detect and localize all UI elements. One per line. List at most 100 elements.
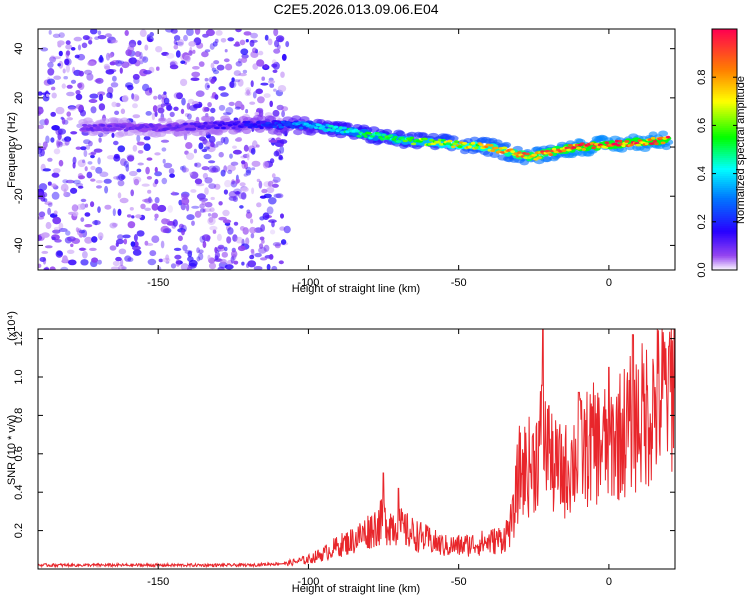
heatmap-cell	[132, 94, 140, 102]
heatmap-cell	[52, 56, 61, 60]
heatmap-cell	[250, 147, 256, 155]
heatmap-cell	[207, 254, 211, 261]
heatmap-cell	[130, 189, 134, 197]
heatmap-cell	[650, 136, 656, 140]
heatmap-cell	[251, 160, 261, 167]
heatmap-y-ticks: -40 -20 0 20 40	[13, 43, 675, 253]
heatmap-cell	[44, 201, 53, 205]
colorbar-strip	[712, 181, 737, 185]
heatmap-cell	[163, 162, 173, 169]
heatmap-cell	[115, 242, 119, 247]
heatmap-cell	[117, 60, 125, 64]
heatmap-cell	[105, 33, 112, 38]
heatmap-cell	[154, 171, 163, 177]
snr-y-axis-label: SNR (10 * v/v)	[6, 415, 18, 485]
heatmap-cell	[186, 102, 191, 110]
heatmap-cell	[90, 29, 98, 35]
heatmap-cell	[223, 189, 228, 195]
heatmap-cell	[245, 109, 249, 114]
heatmap-cell	[618, 139, 623, 143]
heatmap-cell	[119, 67, 123, 74]
heatmap-cell	[328, 124, 334, 128]
heatmap-cell	[388, 134, 393, 138]
heatmap-cell	[55, 106, 65, 115]
heatmap-cell	[51, 172, 60, 178]
heatmap-cell	[117, 208, 122, 216]
heatmap-cell	[138, 56, 147, 62]
colorbar-strip	[712, 261, 737, 265]
heatmap-cell	[207, 213, 212, 217]
colorbar-strip	[712, 99, 737, 102]
heatmap-cell	[209, 207, 215, 213]
heatmap-cell	[548, 153, 554, 157]
heatmap-cell	[161, 51, 170, 56]
heatmap-cell	[217, 266, 225, 270]
heatmap-cell	[140, 203, 146, 210]
heatmap-cell	[75, 90, 81, 95]
heatmap-cell	[175, 259, 181, 267]
heatmap-cell	[366, 132, 372, 135]
heatmap-cell	[214, 246, 218, 254]
heatmap-cell	[41, 232, 50, 238]
heatmap-cell	[552, 147, 557, 151]
heatmap-x-axis-label: Height of straight line (km)	[292, 283, 420, 295]
colorbar-strip	[712, 157, 737, 160]
colorbar-strip	[712, 177, 737, 181]
heatmap-cell	[218, 216, 227, 221]
heatmap-cell	[201, 201, 206, 206]
heatmap-cell	[84, 224, 93, 228]
heatmap-cell	[254, 112, 260, 116]
heatmap-cell	[125, 164, 130, 172]
heatmap-cell	[82, 251, 88, 259]
heatmap-cell	[188, 50, 193, 56]
heatmap-cell	[58, 159, 64, 167]
heatmap-cell	[204, 201, 213, 208]
heatmap-cell	[111, 132, 115, 138]
heatmap-cell	[70, 79, 77, 84]
heatmap-cell	[51, 125, 60, 131]
heatmap-cell	[278, 36, 284, 43]
heatmap-cell	[501, 146, 508, 150]
heatmap-cell	[303, 122, 310, 126]
heatmap-cell	[280, 71, 285, 78]
heatmap-cell	[127, 43, 136, 48]
heatmap-cell	[75, 146, 82, 150]
heatmap-cell	[242, 127, 252, 135]
heatmap-cell	[261, 188, 268, 194]
heatmap-cell	[62, 68, 66, 74]
colorbar-label: Normalized spectral amplitude	[735, 76, 747, 224]
heatmap-cell	[246, 152, 250, 161]
heatmap-cell	[635, 143, 642, 147]
heatmap-cell	[236, 120, 241, 124]
heatmap-cell	[224, 179, 232, 188]
heatmap-cell	[45, 135, 50, 144]
heatmap-cell	[239, 39, 246, 46]
heatmap-cell	[60, 266, 69, 270]
heatmap-cell	[269, 100, 274, 108]
heatmap-cell	[273, 150, 280, 157]
heatmap-cell	[57, 132, 62, 140]
heatmap-cell	[240, 57, 248, 63]
heatmap-cell	[275, 35, 285, 43]
heatmap-cell	[93, 148, 103, 153]
colorbar-strip	[712, 31, 737, 34]
heatmap-cell	[652, 140, 658, 143]
colorbar-strip	[712, 35, 737, 38]
heatmap-cell	[135, 214, 142, 219]
heatmap-cell	[156, 66, 160, 71]
x-tick-label: 0	[606, 277, 612, 289]
heatmap-cell	[91, 236, 98, 243]
heatmap-cell	[273, 88, 277, 92]
heatmap-cell	[186, 29, 194, 36]
heatmap-cell	[272, 69, 278, 74]
colorbar-strip	[712, 89, 737, 92]
heatmap-cell	[84, 166, 88, 172]
heatmap-cell	[111, 101, 117, 108]
x-tick-label: -150	[147, 576, 169, 588]
heatmap-cell	[53, 210, 58, 215]
heatmap-cell	[660, 141, 666, 145]
heatmap-cell	[131, 215, 135, 219]
heatmap-cell	[647, 138, 653, 142]
heatmap-cell	[184, 249, 193, 254]
heatmap-cell	[133, 234, 138, 242]
